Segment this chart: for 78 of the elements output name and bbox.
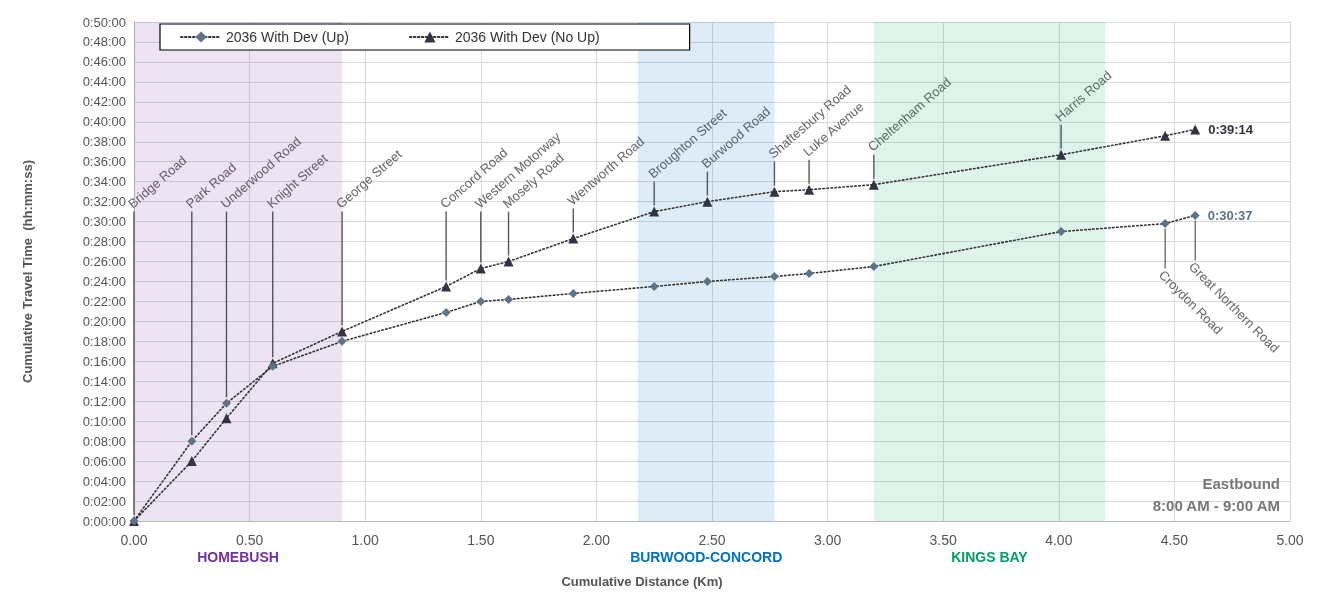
point [804,184,815,195]
point [649,206,660,217]
point [187,436,197,446]
legend-label: 2036 With Dev (Up) [226,29,349,45]
band-label: BURWOOD-CONCORD [630,549,783,565]
point [868,179,879,190]
y-tick-label: 0:16:00 [82,353,126,369]
y-tick-label: 0:24:00 [82,273,126,289]
band-label: HOMEBUSH [197,549,279,565]
data-label: 0:30:37 [1207,207,1253,223]
point [1056,227,1066,237]
point [186,456,197,467]
point [504,294,514,304]
y-tick-label: 0:36:00 [82,154,126,170]
point [1056,149,1067,160]
point [649,281,659,291]
point [441,281,452,292]
y-tick-label: 0:46:00 [82,54,126,70]
point [221,398,231,408]
x-tick-label: 3.50 [929,532,958,548]
y-tick-label: 0:00:00 [82,513,126,529]
x-tick-label: 3.00 [813,532,842,548]
y-tick-label: 0:26:00 [82,254,126,270]
point [769,271,779,281]
point [568,288,578,298]
annotation: 8:00 AM - 9:00 AM [1152,497,1280,514]
data-label: 0:39:14 [1208,121,1254,137]
point [476,296,486,306]
y-tick-label: 0:18:00 [82,333,126,349]
y-tick-label: 0:06:00 [82,453,126,469]
point [568,233,579,244]
y-tick-label: 0:34:00 [82,174,126,190]
x-tick-label: 5.00 [1276,532,1304,548]
point [804,269,814,278]
point [475,263,486,274]
point [337,326,348,337]
y-tick-label: 0:42:00 [82,94,126,110]
point [337,336,347,346]
y-tick-label: 0:40:00 [82,114,126,130]
y-tick-label: 0:38:00 [82,134,126,150]
y-tick-label: 0:10:00 [82,413,126,429]
y-tick-label: 0:12:00 [82,393,126,409]
x-tick-label: 0.00 [120,532,148,548]
point [1190,210,1200,220]
y-tick-label: 0:48:00 [82,34,126,50]
y-tick-label: 0:44:00 [82,74,126,90]
x-tick-label: 0.50 [235,532,264,548]
y-tick-label: 0:32:00 [82,194,126,210]
annotation: Eastbound [1202,475,1280,492]
point [441,307,451,317]
point [1160,219,1170,229]
point [503,256,514,267]
y-axis-title: Cumulative Travel Time (hh:mm:ss) [20,160,35,383]
x-tick-label: 4.50 [1160,532,1189,548]
point [769,186,780,197]
y-tick-label: 0:28:00 [82,234,126,250]
y-tick-label: 0:14:00 [82,373,126,389]
y-tick-label: 0:04:00 [82,473,126,489]
y-tick-label: 0:20:00 [82,313,126,329]
point [702,276,712,286]
point [221,413,232,424]
point [702,196,713,207]
x-tick-label: 2.00 [582,532,611,548]
y-tick-label: 0:22:00 [82,293,126,309]
y-tick-label: 0:30:00 [82,214,126,230]
x-tick-label: 2.50 [698,532,726,548]
y-tick-label: 0:02:00 [82,493,126,509]
x-tick-label: 1.50 [467,532,495,548]
x-tick-label: 1.00 [351,532,380,548]
y-tick-label: 0:50:00 [82,14,126,30]
x-axis-title: Cumulative Distance (Km) [561,574,723,589]
x-tick-label: 4.00 [1045,532,1073,548]
point [1160,130,1171,141]
y-tick-label: 0:08:00 [82,433,126,449]
band-label: KINGS BAY [951,549,1029,565]
legend-label: 2036 With Dev (No Up) [454,29,600,45]
point [1190,124,1201,135]
point [869,262,879,272]
